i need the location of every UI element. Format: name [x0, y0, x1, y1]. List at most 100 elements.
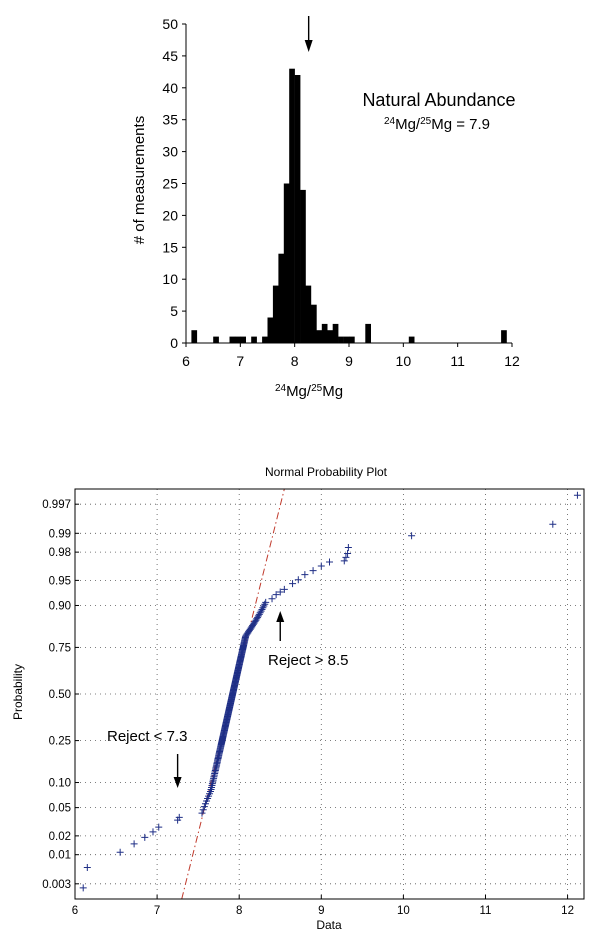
- histogram-x-ticks: 6 7 8 9 10 11 12: [182, 343, 520, 369]
- histogram-bar: [283, 183, 290, 343]
- histogram-x-tick-label: 8: [291, 353, 299, 369]
- probability-y-tick-label: 0.95: [49, 575, 71, 587]
- reject-low-arrow: [173, 754, 182, 788]
- probability-point: [317, 562, 325, 570]
- probability-x-tick-label: 7: [154, 905, 160, 917]
- probability-y-tick-label: 0.10: [49, 778, 71, 790]
- probability-point: [255, 610, 263, 618]
- probability-y-tick-label: 0.98: [49, 547, 71, 559]
- histogram-axes: [185, 24, 512, 344]
- histogram-x-tick-label: 11: [450, 353, 465, 369]
- probability-x-tick-label: 6: [72, 905, 78, 917]
- histogram-bar: [294, 75, 301, 343]
- histogram-x-tick-label: 10: [396, 353, 412, 369]
- probability-plot: Normal Probability Plot 6 7 8 9 10 11 12 0.003…: [11, 465, 585, 932]
- probability-x-tick-label: 11: [480, 905, 492, 917]
- probability-point: [141, 833, 149, 841]
- probability-point: [149, 828, 157, 836]
- histogram-bar: [262, 336, 268, 343]
- histogram-bar: [332, 323, 339, 343]
- histogram-y-tick-label: 40: [162, 80, 178, 96]
- histogram-y-tick-label: 15: [162, 239, 178, 255]
- histogram-chart: 6 7 8 9 10 11 12 0 5 10 15 20 25 30 35 40 45 50 24Mg/25M…: [131, 16, 520, 400]
- peak-arrow: [304, 16, 313, 52]
- probability-point: [130, 840, 138, 848]
- probability-y-tick-label: 0.90: [49, 600, 71, 612]
- probability-point: [262, 598, 270, 606]
- probability-point: [344, 544, 352, 552]
- probability-plot-title: Normal Probability Plot: [265, 465, 388, 479]
- probability-point: [301, 571, 309, 579]
- probability-x-tick-label: 9: [318, 905, 324, 917]
- histogram-x-axis-label: 24Mg/25Mg: [275, 383, 343, 401]
- histogram-y-ticks: 0 5 10 15 20 25 30 35 40 45 50: [162, 16, 186, 351]
- histogram-x-tick-label: 9: [345, 353, 353, 369]
- probability-y-tick-label: 0.02: [49, 831, 71, 843]
- histogram-y-tick-label: 30: [162, 144, 178, 160]
- histogram-bar: [305, 285, 312, 343]
- histogram-y-tick-label: 25: [162, 176, 178, 192]
- probability-point: [200, 803, 208, 811]
- probability-point: [253, 615, 261, 623]
- reference-line: [181, 488, 285, 900]
- histogram-bar: [316, 330, 323, 343]
- histogram-y-tick-label: 45: [162, 48, 178, 64]
- histogram-y-tick-label: 20: [162, 207, 178, 223]
- probability-point: [254, 612, 262, 620]
- probability-point: [260, 602, 268, 610]
- probability-point: [83, 864, 91, 872]
- probability-x-ticks: 6 7 8 9 10 11 12: [72, 895, 574, 917]
- histogram-bar: [229, 336, 236, 343]
- probability-point: [79, 884, 87, 892]
- probability-y-tick-label: 0.003: [42, 879, 71, 891]
- reject-low-label: Reject < 7.3: [107, 728, 187, 745]
- probability-point: [268, 595, 276, 603]
- histogram-y-tick-label: 35: [162, 112, 178, 128]
- probability-point: [573, 491, 581, 499]
- probability-point: [254, 613, 262, 621]
- probability-point: [326, 558, 333, 566]
- histogram-bar: [289, 68, 295, 343]
- probability-y-tick-label: 0.997: [42, 499, 71, 511]
- annotation-title: Natural Abundance: [362, 90, 515, 110]
- histogram-bar: [213, 336, 219, 343]
- histogram-x-tick-label: 7: [236, 353, 244, 369]
- histogram-bar: [343, 336, 350, 343]
- histogram-bar: [234, 336, 241, 343]
- histogram-bar: [240, 336, 246, 343]
- histogram-bar: [272, 285, 279, 343]
- probability-point: [294, 576, 302, 584]
- probability-y-tick-label: 0.50: [49, 689, 71, 701]
- histogram-y-tick-label: 0: [170, 335, 178, 351]
- probability-points: [79, 491, 581, 892]
- histogram-y-tick-label: 50: [162, 16, 178, 32]
- histogram-x-tick-label: 6: [182, 353, 190, 369]
- probability-point: [408, 532, 416, 540]
- probability-point: [340, 557, 348, 565]
- probability-point: [549, 520, 557, 528]
- histogram-y-tick-label: 5: [170, 303, 178, 319]
- histogram-bar: [501, 330, 507, 343]
- histogram-bar: [267, 317, 274, 343]
- histogram-bar: [321, 323, 328, 343]
- probability-y-tick-label: 0.25: [49, 736, 71, 748]
- probability-y-tick-label: 0.99: [49, 528, 71, 540]
- probability-point: [252, 616, 260, 624]
- probability-point: [280, 585, 288, 593]
- probability-point: [175, 813, 183, 821]
- histogram-bar: [251, 336, 257, 343]
- histogram-bar: [191, 330, 198, 343]
- probability-point: [116, 848, 124, 856]
- probability-plot-frame: [74, 488, 585, 900]
- probability-point: [155, 823, 163, 831]
- histogram-bar: [300, 189, 306, 343]
- probability-point: [199, 806, 207, 814]
- probability-y-axis-label: Probability: [11, 664, 25, 720]
- histogram-bar: [408, 336, 415, 343]
- annotation-ratio: 24Mg/25Mg = 7.9: [384, 116, 490, 134]
- histogram-bar: [311, 304, 317, 343]
- probability-point: [257, 607, 265, 615]
- probability-point: [256, 609, 264, 617]
- probability-point: [258, 605, 266, 613]
